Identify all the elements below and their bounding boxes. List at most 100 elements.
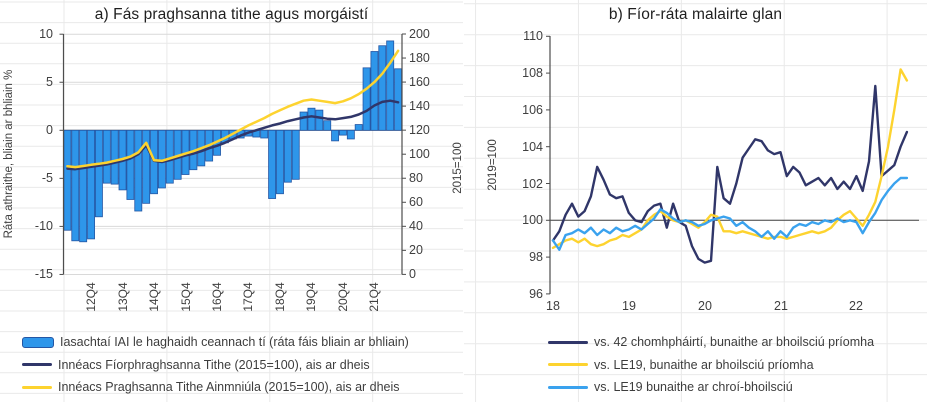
x-axis-tick-label: 20Q4 — [336, 282, 350, 312]
bar-12Q2 — [71, 129, 80, 242]
bar-21Q4 — [370, 51, 379, 131]
bar-18Q2 — [260, 129, 269, 139]
y-axis-tick-label: -15 — [34, 267, 53, 281]
legend-item-label: Iasachtaí IAI le haghaidh ceannach tí (r… — [60, 335, 409, 350]
y-axis-tick-label: 100 — [522, 213, 543, 227]
y-axis-tick-label: 60 — [409, 195, 423, 209]
y-axis-tick-label: 96 — [529, 287, 543, 301]
y-axis-tick-label: 20 — [409, 243, 423, 257]
legend-line-swatch — [548, 340, 588, 344]
legend-item-label: vs. LE19, bunaithe ar bhoilsciú príomha — [594, 357, 814, 372]
legend-line-swatch — [22, 385, 52, 389]
legend-item-label: vs. LE19 bunaithe ar chroí-bhoilsciú — [594, 380, 793, 395]
bar-21Q2 — [354, 124, 363, 131]
bar-22Q1 — [378, 45, 387, 131]
x-axis-tick-label: 13Q4 — [116, 282, 130, 312]
y-axis-tick-label: 140 — [409, 99, 430, 113]
y-axis-tick-label: 5 — [46, 75, 53, 89]
bar-21Q3 — [362, 67, 371, 131]
panel-a-legend: Iasachtaí IAI le haghaidh ceannach tí (r… — [22, 331, 409, 399]
y-axis-tick-label: 160 — [409, 75, 430, 89]
y-axis-tick-label: 100 — [409, 147, 430, 161]
legend-bar-swatch — [22, 336, 54, 348]
y-axis-tick-label: 0 — [409, 267, 416, 281]
y-axis-tick-label: 180 — [409, 51, 430, 65]
panel-b-plot — [464, 3, 927, 376]
y-axis-tick-label: 10 — [39, 27, 53, 41]
bar-12Q1 — [63, 129, 72, 231]
panel-a-chart: a) Fás praghsanna tithe agus morgáistí R… — [0, 0, 464, 402]
y-axis-tick-label: 104 — [522, 140, 543, 154]
x-axis-tick-label: 19 — [622, 299, 636, 313]
y-axis-tick-label: 40 — [409, 219, 423, 233]
bar-12Q4 — [87, 129, 95, 240]
legend-line-swatch — [22, 363, 52, 367]
panel-a-title: a) Fás praghsanna tithe agus morgáistí — [94, 6, 369, 23]
x-axis-tick-label: 22 — [849, 299, 863, 313]
line-navy — [551, 84, 909, 264]
x-axis-tick-label: 12Q4 — [84, 282, 98, 312]
bar-14Q3 — [142, 129, 151, 204]
bar-19Q3 — [299, 111, 308, 131]
legend-item: vs. 42 chomhpháirtí, bunaithe ar bhoilsc… — [548, 331, 874, 354]
bar-20Q1 — [315, 109, 324, 131]
bar-20Q2 — [323, 120, 332, 131]
y-axis-tick-label: 110 — [523, 29, 543, 43]
bar-20Q4 — [339, 129, 347, 136]
x-axis-tick-label: 19Q4 — [304, 282, 318, 312]
x-axis-tick-label: 18Q4 — [273, 282, 287, 312]
bar-21Q1 — [346, 129, 355, 140]
y-axis-tick-label: 200 — [409, 27, 430, 41]
legend-line-swatch — [548, 385, 588, 389]
y-axis-tick-label: 98 — [529, 250, 543, 264]
line-navy — [66, 99, 400, 171]
y-axis-tick-label: 106 — [522, 103, 543, 117]
panel-a-plot — [0, 1, 463, 394]
legend-item-label: Innéacs Fíorphraghsanna Tithe (2015=100)… — [58, 357, 370, 372]
bar-18Q4 — [276, 129, 284, 195]
x-axis-tick-label: 15Q4 — [179, 282, 193, 312]
panel-b-title: b) Fíor-ráta malairte glan — [608, 6, 783, 23]
bar-19Q1 — [283, 129, 292, 183]
bar-19Q4 — [307, 107, 316, 131]
bar-18Q3 — [268, 129, 277, 199]
legend-item: vs. LE19, bunaithe ar bhoilsciú príomha — [548, 354, 874, 377]
y-axis-tick-label: -10 — [34, 219, 53, 233]
bar-22Q2 — [386, 40, 395, 131]
legend-item: Iasachtaí IAI le haghaidh ceannach tí (r… — [22, 331, 409, 354]
y-axis-tick-label: -5 — [41, 171, 53, 185]
panel-a-y-axis-title: Ráta athraithe, bliain ar bhliain % — [3, 69, 15, 239]
legend-item-label: Innéacs Praghsanna Tithe Ainmniúla (2015… — [58, 380, 400, 395]
panel-a-right-axis-title: 2015=100 — [452, 142, 464, 194]
x-axis-tick-label: 14Q4 — [147, 282, 161, 312]
panel-b-legend: vs. 42 chomhpháirtí, bunaithe ar bhoilsc… — [548, 331, 874, 399]
x-axis-tick-label: 17Q4 — [241, 282, 255, 312]
bar-14Q1 — [126, 129, 135, 200]
x-axis-tick-label: 16Q4 — [210, 282, 224, 312]
panel-b-chart: b) Fíor-ráta malairte glan 2019=100 110 1… — [464, 0, 927, 402]
bar-13Q1 — [94, 129, 103, 218]
bar-13Q3 — [110, 129, 119, 185]
line-light_blue — [551, 176, 909, 251]
legend-item: Innéacs Praghsanna Tithe Ainmniúla (2015… — [22, 376, 409, 399]
y-axis-tick-label: 108 — [522, 66, 543, 80]
y-axis-tick-label: 0 — [46, 123, 53, 137]
line-yellow — [66, 49, 400, 169]
bar-20Q3 — [331, 129, 340, 142]
legend-item: vs. LE19 bunaithe ar chroí-bhoilsciú — [548, 376, 874, 399]
bar-19Q2 — [291, 129, 300, 180]
x-axis-tick-label: 21Q4 — [367, 282, 381, 312]
bar-22Q3 — [394, 68, 402, 131]
bar-14Q2 — [134, 129, 143, 212]
bar-12Q3 — [79, 129, 88, 243]
x-axis-tick-label: 20 — [698, 299, 712, 313]
legend-item: Innéacs Fíorphraghsanna Tithe (2015=100)… — [22, 354, 409, 377]
line-yellow — [551, 68, 909, 250]
bar-13Q2 — [102, 129, 111, 184]
x-axis-tick-label: 21 — [774, 299, 788, 313]
legend-item-label: vs. 42 chomhpháirtí, bunaithe ar bhoilsc… — [594, 335, 875, 350]
y-axis-tick-label: 120 — [409, 123, 430, 137]
legend-line-swatch — [548, 363, 588, 367]
y-axis-tick-label: 102 — [522, 177, 543, 191]
